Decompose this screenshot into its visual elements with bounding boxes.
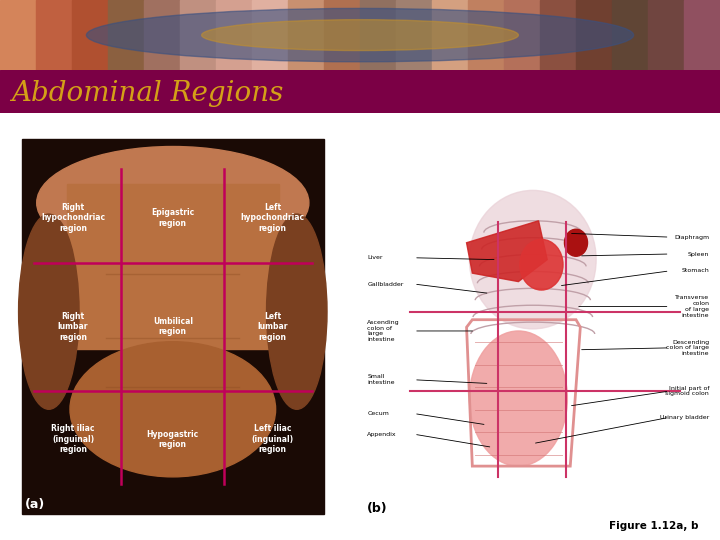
Bar — [396, 0, 432, 70]
Bar — [576, 0, 612, 70]
Text: (a): (a) — [25, 498, 45, 511]
Text: Umbilical
region: Umbilical region — [153, 317, 193, 336]
Bar — [540, 0, 576, 70]
Text: Left
lumbar
region: Left lumbar region — [257, 312, 288, 342]
Ellipse shape — [19, 214, 79, 409]
Bar — [67, 184, 279, 349]
Bar — [360, 143, 720, 518]
Ellipse shape — [469, 331, 567, 466]
Text: Liver: Liver — [367, 255, 383, 260]
Text: Gallbladder: Gallbladder — [367, 281, 404, 287]
Text: Diaphragm: Diaphragm — [674, 234, 709, 240]
Text: (b): (b) — [367, 502, 388, 515]
Ellipse shape — [564, 230, 588, 256]
Text: Abdominal Regions: Abdominal Regions — [11, 80, 283, 107]
Text: Ascending
colon of
large
intestine: Ascending colon of large intestine — [367, 320, 400, 342]
Text: Transverse
colon
of large
intestine: Transverse colon of large intestine — [675, 295, 709, 318]
Bar — [504, 0, 540, 70]
Bar — [72, 0, 108, 70]
Text: Spleen: Spleen — [688, 252, 709, 256]
Bar — [108, 0, 144, 70]
Text: Figure 1.12a, b: Figure 1.12a, b — [609, 522, 698, 531]
Bar — [22, 139, 324, 515]
Text: Right
lumbar
region: Right lumbar region — [58, 312, 89, 342]
Text: Right iliac
(inguinal)
region: Right iliac (inguinal) region — [51, 424, 95, 454]
Text: Left
hypochondriac
region: Left hypochondriac region — [240, 203, 305, 233]
Bar — [684, 0, 720, 70]
Text: Urinary bladder: Urinary bladder — [660, 415, 709, 420]
Text: Descending
colon of large
intestine: Descending colon of large intestine — [666, 340, 709, 356]
Ellipse shape — [469, 191, 596, 329]
Bar — [324, 0, 360, 70]
Text: Appendix: Appendix — [367, 431, 397, 437]
Text: Initial part of
sigmoid colon: Initial part of sigmoid colon — [665, 386, 709, 396]
Bar — [180, 0, 216, 70]
Bar — [612, 0, 648, 70]
Polygon shape — [467, 221, 547, 281]
Ellipse shape — [520, 239, 563, 290]
Text: Stomach: Stomach — [681, 268, 709, 273]
Ellipse shape — [266, 214, 327, 409]
Text: Epigastric
region: Epigastric region — [151, 208, 194, 227]
Ellipse shape — [70, 342, 276, 477]
Text: Hypogastric
region: Hypogastric region — [147, 430, 199, 449]
Bar — [288, 0, 324, 70]
Bar — [432, 0, 468, 70]
Bar — [36, 0, 72, 70]
Bar — [468, 0, 504, 70]
Bar — [252, 0, 288, 70]
Bar — [144, 0, 180, 70]
Text: Left iliac
(inguinal)
region: Left iliac (inguinal) region — [251, 424, 294, 454]
Ellipse shape — [37, 146, 309, 259]
Bar — [360, 0, 396, 70]
Circle shape — [86, 9, 634, 62]
Text: Cecum: Cecum — [367, 411, 389, 416]
Text: Small
intestine: Small intestine — [367, 374, 395, 385]
Bar — [216, 0, 252, 70]
Bar — [648, 0, 684, 70]
Text: Right
hypochondriac
region: Right hypochondriac region — [41, 203, 105, 233]
Circle shape — [202, 19, 518, 51]
Bar — [0, 0, 36, 70]
